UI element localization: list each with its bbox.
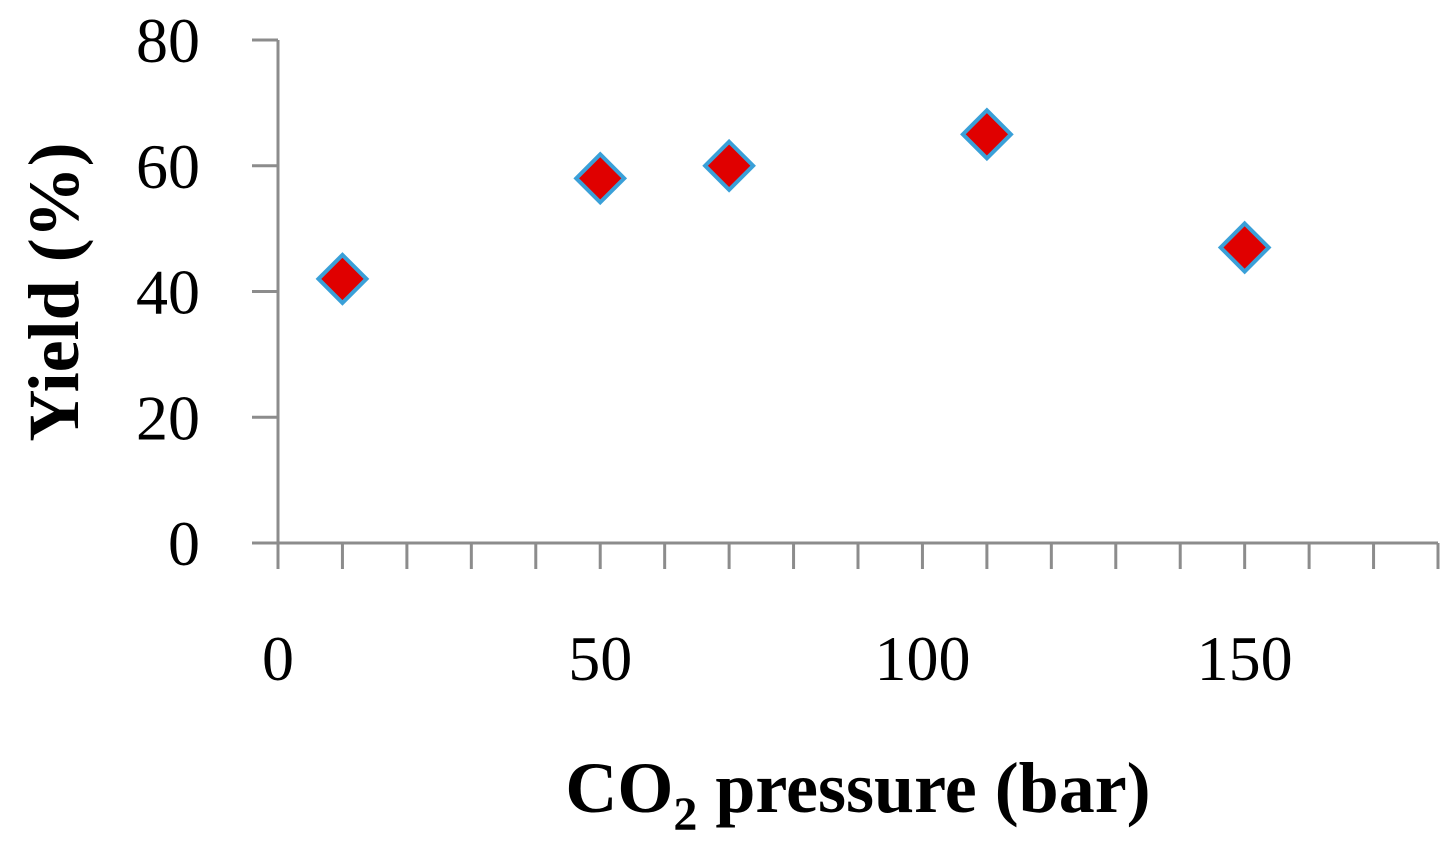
- data-point-marker: [315, 252, 370, 306]
- data-point-marker: [702, 138, 756, 193]
- x-tick-label: 150: [1197, 623, 1293, 694]
- y-tick-label: 80: [136, 5, 200, 76]
- x-axis-title-part-1: CO: [565, 748, 673, 828]
- x-tick-label: 50: [568, 623, 632, 694]
- y-axis-title: Yield (%): [14, 142, 94, 441]
- y-tick-label: 20: [136, 382, 200, 453]
- x-axis-title-part-2: pressure (bar): [697, 748, 1150, 828]
- x-axis-title: CO2 pressure (bar): [565, 748, 1150, 841]
- data-point-marker: [960, 107, 1014, 162]
- axes: [252, 38, 1440, 569]
- data-markers: [315, 107, 1272, 306]
- x-tick-label: 0: [262, 623, 294, 694]
- y-tick-labels: 0 20 40 60 80: [136, 5, 200, 579]
- x-tick-label: 100: [874, 623, 970, 694]
- x-axis-title-subscript: 2: [673, 788, 697, 841]
- data-point-marker: [1217, 220, 1272, 275]
- y-tick-label: 60: [136, 131, 200, 202]
- y-tick-label: 40: [136, 257, 200, 328]
- data-point-marker: [573, 151, 628, 206]
- x-tick-labels: 0 50 100 150: [262, 623, 1293, 694]
- y-tick-label: 0: [168, 508, 200, 579]
